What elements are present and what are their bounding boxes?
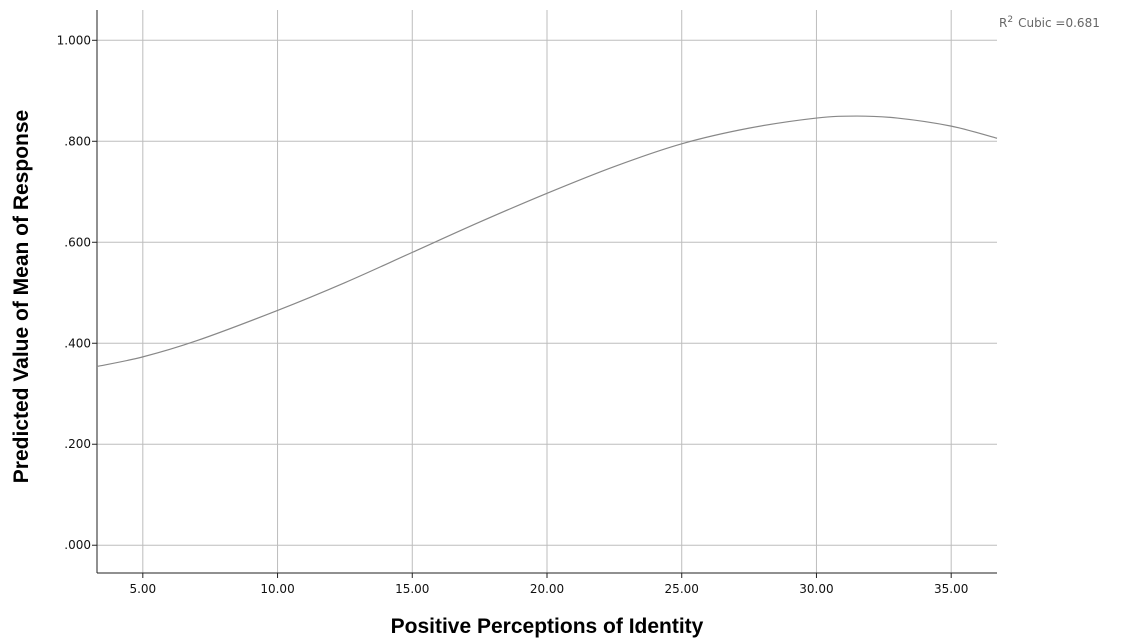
- x-tick-label: 10.00: [260, 582, 294, 596]
- x-tick-label: 35.00: [934, 582, 968, 596]
- x-axis-title: Positive Perceptions of Identity: [391, 615, 704, 638]
- x-tick-label: 5.00: [129, 582, 156, 596]
- grid: [97, 10, 997, 573]
- y-axis-title: Predicted Value of Mean of Response: [10, 110, 33, 483]
- y-tick-label: .800: [64, 134, 91, 148]
- y-tick-label: .600: [64, 235, 91, 249]
- y-tick-label: .000: [64, 538, 91, 552]
- r2-superscript: 2: [1007, 15, 1013, 25]
- axis-ticks: 5.00 10.00 15.00 20.00 25.00 30.00 35.00 .000 .2…: [57, 33, 969, 596]
- y-tick-label: 1.000: [57, 33, 91, 47]
- r2-base: R: [999, 16, 1007, 30]
- x-tick-label: 25.00: [665, 582, 699, 596]
- r2-annotation: R2 Cubic =0.681: [999, 15, 1100, 30]
- x-tick-label: 30.00: [799, 582, 833, 596]
- y-tick-label: .400: [64, 336, 91, 350]
- x-tick-label: 20.00: [530, 582, 564, 596]
- y-tick-label: .200: [64, 437, 91, 451]
- r2-text: Cubic =0.681: [1018, 16, 1100, 30]
- x-tick-label: 15.00: [395, 582, 429, 596]
